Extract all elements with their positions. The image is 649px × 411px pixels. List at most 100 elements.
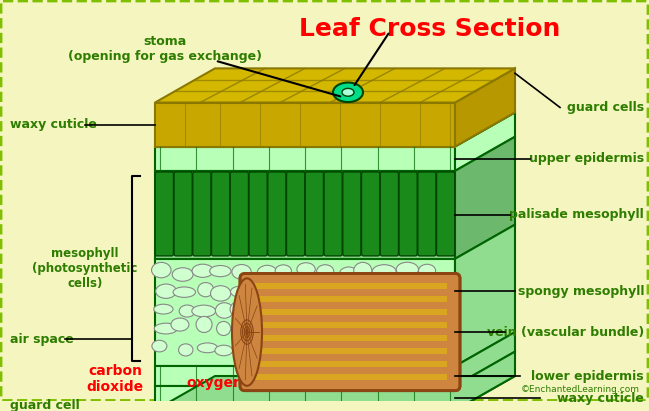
Bar (253, 361, 447, 367)
Ellipse shape (373, 320, 395, 331)
Bar (253, 290, 447, 295)
Ellipse shape (179, 305, 195, 317)
Text: vein (vascular bundle): vein (vascular bundle) (487, 326, 644, 339)
Text: waxy cuticle: waxy cuticle (10, 118, 97, 131)
Ellipse shape (230, 300, 252, 318)
Ellipse shape (295, 300, 316, 316)
Ellipse shape (235, 342, 252, 358)
Ellipse shape (210, 266, 231, 277)
Bar (253, 296, 447, 302)
FancyBboxPatch shape (230, 172, 249, 256)
Text: stoma
(opening for gas exchange): stoma (opening for gas exchange) (68, 35, 262, 63)
Ellipse shape (198, 282, 214, 297)
Ellipse shape (421, 302, 440, 318)
Ellipse shape (374, 282, 391, 296)
Ellipse shape (295, 315, 315, 333)
Ellipse shape (377, 341, 393, 355)
Ellipse shape (152, 340, 167, 352)
Ellipse shape (313, 344, 330, 357)
Text: air space: air space (10, 333, 74, 346)
Text: guard cell: guard cell (10, 399, 80, 411)
Ellipse shape (202, 408, 218, 411)
Text: carbon
dioxide: carbon dioxide (86, 364, 143, 394)
Text: palisade mesophyll: palisade mesophyll (509, 208, 644, 222)
Polygon shape (155, 68, 515, 103)
Ellipse shape (239, 319, 256, 335)
Ellipse shape (215, 303, 234, 318)
Ellipse shape (358, 342, 376, 351)
FancyBboxPatch shape (249, 172, 267, 256)
Polygon shape (455, 332, 515, 386)
Ellipse shape (392, 303, 414, 315)
FancyBboxPatch shape (418, 172, 436, 256)
Ellipse shape (215, 345, 232, 356)
Ellipse shape (154, 304, 173, 314)
Ellipse shape (217, 321, 230, 335)
Text: ©EnchantedLearning.com: ©EnchantedLearning.com (521, 385, 640, 394)
Ellipse shape (354, 262, 372, 279)
Ellipse shape (351, 302, 374, 317)
Bar (253, 309, 447, 315)
Ellipse shape (192, 305, 215, 317)
Polygon shape (455, 137, 515, 259)
Ellipse shape (421, 317, 439, 331)
Bar (155, 146, 455, 171)
Ellipse shape (356, 321, 374, 335)
Ellipse shape (342, 88, 354, 96)
Ellipse shape (417, 282, 433, 298)
Text: guard cells: guard cells (567, 101, 644, 114)
FancyBboxPatch shape (324, 172, 342, 256)
Ellipse shape (333, 83, 363, 102)
Ellipse shape (272, 323, 290, 333)
Ellipse shape (398, 340, 412, 357)
Bar (155, 103, 455, 146)
Text: upper epidermis: upper epidermis (529, 152, 644, 165)
Ellipse shape (276, 298, 293, 315)
FancyBboxPatch shape (305, 172, 323, 256)
Bar (253, 316, 447, 321)
Bar (253, 342, 447, 347)
Ellipse shape (335, 339, 352, 351)
Ellipse shape (163, 408, 181, 411)
Bar (253, 349, 447, 354)
Bar (155, 386, 455, 410)
Bar (253, 329, 447, 335)
Text: waxy cuticle: waxy cuticle (557, 392, 644, 404)
Ellipse shape (339, 300, 356, 315)
Ellipse shape (210, 286, 231, 301)
Ellipse shape (154, 323, 177, 334)
Ellipse shape (257, 266, 277, 281)
Ellipse shape (197, 343, 217, 353)
Ellipse shape (310, 305, 333, 315)
Ellipse shape (172, 268, 193, 281)
Ellipse shape (375, 301, 397, 315)
Ellipse shape (178, 344, 193, 356)
Ellipse shape (336, 317, 358, 331)
Bar (253, 355, 447, 360)
Ellipse shape (318, 286, 336, 302)
Text: mesophyll
(photosynthetic
cells): mesophyll (photosynthetic cells) (32, 247, 138, 290)
Ellipse shape (275, 265, 291, 277)
Ellipse shape (412, 340, 434, 351)
Polygon shape (455, 351, 515, 410)
FancyBboxPatch shape (268, 172, 286, 256)
Bar (253, 368, 447, 374)
Ellipse shape (295, 282, 312, 295)
Bar (253, 303, 447, 308)
Bar (155, 171, 455, 259)
Text: spongy mesophyll: spongy mesophyll (517, 284, 644, 298)
Polygon shape (155, 112, 515, 146)
Polygon shape (455, 68, 515, 146)
Ellipse shape (297, 263, 315, 276)
Ellipse shape (151, 262, 171, 278)
Ellipse shape (398, 321, 414, 338)
FancyBboxPatch shape (1, 1, 648, 400)
Ellipse shape (156, 284, 177, 298)
Ellipse shape (232, 265, 251, 279)
Ellipse shape (317, 265, 334, 278)
Ellipse shape (253, 285, 270, 300)
Ellipse shape (272, 338, 296, 353)
Ellipse shape (320, 319, 335, 335)
Bar (155, 366, 455, 386)
Ellipse shape (273, 282, 297, 299)
